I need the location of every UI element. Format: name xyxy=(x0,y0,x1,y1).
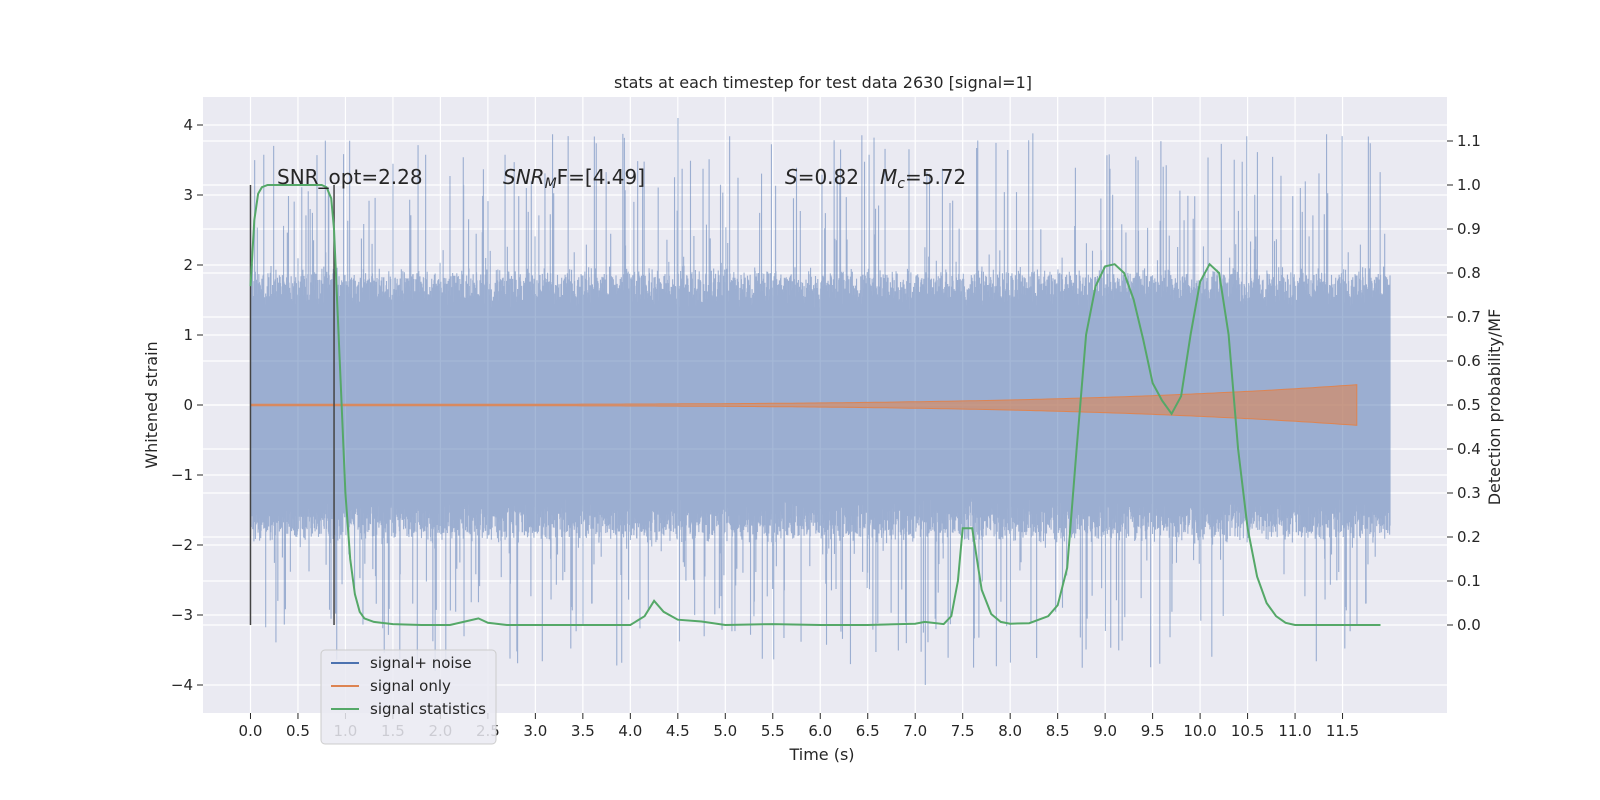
left-y-axis-label: Whitened strain xyxy=(142,341,161,468)
x-tick-label: 6.0 xyxy=(808,722,832,740)
left-y-tick-label: 0 xyxy=(183,396,193,414)
right-y-axis-label: Detection probability/MF xyxy=(1485,309,1504,506)
x-tick-label: 5.0 xyxy=(713,722,737,740)
x-tick-label: 6.5 xyxy=(856,722,880,740)
left-y-tick-label: −2 xyxy=(171,536,193,554)
left-y-tick-label: 3 xyxy=(183,186,193,204)
chart-title: stats at each timestep for test data 263… xyxy=(614,73,1032,92)
snr-opt-annotation: SNR_opt=2.28 xyxy=(277,165,423,189)
right-y-tick-label: 0.7 xyxy=(1457,308,1481,326)
s-annotation: S=0.82 xyxy=(785,165,859,189)
x-tick-label: 0.5 xyxy=(286,722,310,740)
x-tick-label: 8.0 xyxy=(998,722,1022,740)
x-tick-label: 3.5 xyxy=(571,722,595,740)
signal-only-series xyxy=(250,384,1358,426)
legend-label-signal-only: signal only xyxy=(370,677,451,695)
signal-statistics-line xyxy=(249,184,1381,627)
x-tick-label: 10.5 xyxy=(1231,722,1264,740)
right-y-tick-label: 1.0 xyxy=(1457,176,1481,194)
x-tick-label: 11.0 xyxy=(1278,722,1311,740)
right-y-axis-ticks: 1.1 1.0 0.9 0.8 0.7 0.6 0.5 0.4 0.3 0.2 0.1 0.0 xyxy=(1447,132,1481,634)
snr-mf-value: F=[4.49] xyxy=(557,165,645,189)
x-tick-label: 11.5 xyxy=(1326,722,1359,740)
x-tick-label: 4.0 xyxy=(618,722,642,740)
x-tick-label: 3.0 xyxy=(523,722,547,740)
right-y-tick-label: 0.9 xyxy=(1457,220,1481,238)
right-y-tick-label: 0.6 xyxy=(1457,352,1481,370)
right-y-tick-label: 1.1 xyxy=(1457,132,1481,150)
x-tick-label: 7.0 xyxy=(903,722,927,740)
x-tick-label: 10.0 xyxy=(1183,722,1216,740)
legend-label-noise: signal+ noise xyxy=(370,654,472,672)
x-tick-label: 8.5 xyxy=(1046,722,1070,740)
vertical-markers xyxy=(249,185,335,625)
right-y-tick-label: 0.0 xyxy=(1457,616,1481,634)
right-y-tick-label: 0.8 xyxy=(1457,264,1481,282)
mc-annotation: Mc=5.72 xyxy=(880,165,966,192)
signal-statistics-series xyxy=(249,184,1381,627)
right-y-tick-label: 0.1 xyxy=(1457,572,1481,590)
right-y-tick-label: 0.4 xyxy=(1457,440,1481,458)
snr-mf-symbol: SNR xyxy=(503,165,545,189)
left-y-tick-label: 4 xyxy=(183,116,193,134)
mc-symbol: M xyxy=(880,165,897,189)
left-y-tick-label: 2 xyxy=(183,256,193,274)
left-y-tick-label: −1 xyxy=(171,466,193,484)
mc-value: =5.72 xyxy=(905,165,966,189)
signal-only-trace xyxy=(250,384,1358,426)
s-value: =0.82 xyxy=(798,165,859,189)
x-tick-label: 5.5 xyxy=(761,722,785,740)
right-y-tick-label: 0.5 xyxy=(1457,396,1481,414)
legend: signal+ noise signal only signal statist… xyxy=(320,649,497,745)
left-y-tick-label: −4 xyxy=(171,676,193,694)
x-axis-label: Time (s) xyxy=(788,745,854,764)
left-y-axis-ticks: 4 3 2 1 0 −1 −2 −3 −4 xyxy=(171,116,203,694)
s-symbol: S xyxy=(785,165,798,189)
x-tick-label: 7.5 xyxy=(951,722,975,740)
right-y-tick-label: 0.3 xyxy=(1457,484,1481,502)
mc-subscript: c xyxy=(897,176,905,192)
x-tick-label: 4.5 xyxy=(666,722,690,740)
snr-mf-annotation: SNRMF=[4.49] xyxy=(503,165,645,192)
legend-box xyxy=(320,649,497,745)
left-y-tick-label: 1 xyxy=(183,326,193,344)
left-y-tick-label: −3 xyxy=(171,606,193,624)
x-tick-label: 9.5 xyxy=(1141,722,1165,740)
x-tick-label: 9.0 xyxy=(1093,722,1117,740)
snr-mf-subscript: M xyxy=(545,176,557,192)
legend-label-statistics: signal statistics xyxy=(370,700,486,718)
right-y-tick-label: 0.2 xyxy=(1457,528,1481,546)
x-tick-label: 0.0 xyxy=(239,722,263,740)
